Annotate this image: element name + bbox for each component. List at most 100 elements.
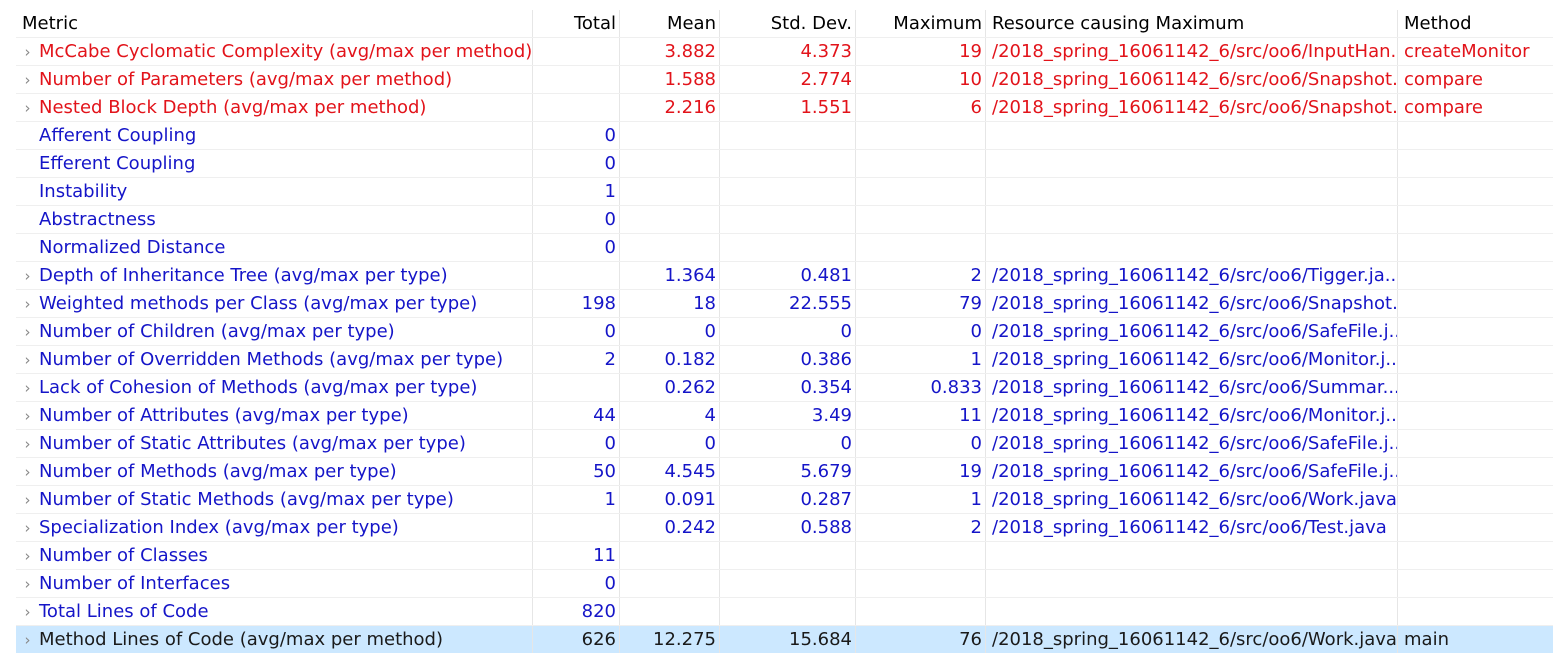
metric-cell: › Specialization Index (avg/max per type) — [16, 514, 533, 541]
metric-name: Method Lines of Code (avg/max per method… — [39, 629, 444, 650]
method-cell — [1398, 514, 1553, 541]
total-cell: 11 — [533, 542, 620, 569]
expand-chevron-icon[interactable]: › — [24, 379, 31, 397]
table-row[interactable]: › Lack of Cohesion of Methods (avg/max pe… — [16, 373, 1553, 401]
column-header-resource[interactable]: Resource causing Maximum — [986, 10, 1398, 37]
std-dev-cell: 0.287 — [720, 486, 856, 513]
mean-cell — [620, 570, 720, 597]
table-row[interactable]: › Number of Static Methods (avg/max per t… — [16, 485, 1553, 513]
maximum-cell — [856, 542, 986, 569]
table-row[interactable]: › Number of Classes 11 — [16, 541, 1553, 569]
expand-chevron-icon[interactable]: › — [24, 631, 31, 649]
resource-cell — [986, 542, 1398, 569]
method-cell — [1398, 290, 1553, 317]
maximum-cell: 76 — [856, 626, 986, 653]
table-row[interactable]: › Number of Interfaces 0 — [16, 569, 1553, 597]
method-cell — [1398, 374, 1553, 401]
method-cell: compare — [1404, 97, 1483, 118]
table-row[interactable]: Efferent Coupling 0 — [16, 149, 1553, 177]
total-cell: 44 — [533, 402, 620, 429]
column-header-method[interactable]: Method — [1404, 13, 1472, 34]
expand-chevron-icon[interactable]: › — [24, 547, 31, 565]
mean-cell: 0 — [620, 430, 720, 457]
total-cell: 0 — [533, 150, 620, 177]
metric-cell: › Number of Methods (avg/max per type) — [16, 458, 533, 485]
expand-chevron-icon[interactable]: › — [24, 575, 31, 593]
method-cell — [1398, 178, 1553, 205]
metric-cell: › Number of Static Methods (avg/max per t… — [16, 486, 533, 513]
mean-cell: 1.364 — [620, 262, 720, 289]
mean-cell: 0 — [620, 318, 720, 345]
column-header-std-dev[interactable]: Std. Dev. — [720, 10, 856, 37]
resource-cell: /2018_spring_16061142_6/src/oo6/InputHan… — [986, 38, 1398, 65]
expand-chevron-icon[interactable]: › — [24, 519, 31, 537]
std-dev-cell: 2.774 — [720, 66, 856, 93]
column-header-mean[interactable]: Mean — [620, 10, 720, 37]
table-row[interactable]: › Number of Static Attributes (avg/max pe… — [16, 429, 1553, 457]
table-row[interactable]: › Number of Parameters (avg/max per metho… — [16, 65, 1553, 93]
expand-chevron-icon[interactable]: › — [24, 491, 31, 509]
expand-chevron-icon[interactable]: › — [24, 435, 31, 453]
expand-chevron-icon[interactable]: › — [24, 71, 31, 89]
maximum-cell: 0.833 — [856, 374, 986, 401]
table-row[interactable]: › Nested Block Depth (avg/max per method)… — [16, 93, 1553, 121]
mean-cell: 12.275 — [620, 626, 720, 653]
expand-chevron-icon[interactable]: › — [24, 603, 31, 621]
expand-chevron-icon[interactable]: › — [24, 407, 31, 425]
table-row[interactable]: › Number of Attributes (avg/max per type)… — [16, 401, 1553, 429]
expand-chevron-icon[interactable]: › — [24, 267, 31, 285]
metric-cell: Abstractness — [16, 206, 533, 233]
std-dev-cell: 0 — [720, 430, 856, 457]
table-row[interactable]: › McCabe Cyclomatic Complexity (avg/max p… — [16, 37, 1553, 65]
maximum-cell: 0 — [856, 318, 986, 345]
mean-cell — [620, 542, 720, 569]
total-cell — [533, 38, 620, 65]
resource-cell: /2018_spring_16061142_6/src/oo6/SafeFile… — [986, 318, 1398, 345]
expand-chevron-icon[interactable]: › — [24, 323, 31, 341]
mean-cell: 0.091 — [620, 486, 720, 513]
metric-cell: › Number of Interfaces — [16, 570, 533, 597]
expand-chevron-icon[interactable]: › — [24, 463, 31, 481]
table-row[interactable]: › Total Lines of Code 820 — [16, 597, 1553, 625]
resource-cell — [986, 598, 1398, 625]
expand-chevron-icon[interactable]: › — [24, 99, 31, 117]
table-row[interactable]: › Weighted methods per Class (avg/max per… — [16, 289, 1553, 317]
expand-chevron-icon[interactable]: › — [24, 351, 31, 369]
metric-cell: › Method Lines of Code (avg/max per metho… — [16, 626, 533, 653]
column-header-total[interactable]: Total — [533, 10, 620, 37]
table-row[interactable]: › Number of Methods (avg/max per type) 50 4… — [16, 457, 1553, 485]
maximum-cell: 6 — [856, 94, 986, 121]
column-header-maximum[interactable]: Maximum — [856, 10, 986, 37]
std-dev-cell: 0 — [720, 318, 856, 345]
expand-chevron-icon[interactable]: › — [24, 295, 31, 313]
metric-name: Total Lines of Code — [39, 601, 209, 622]
method-cell — [1398, 570, 1553, 597]
maximum-cell — [856, 178, 986, 205]
table-row[interactable]: › Method Lines of Code (avg/max per metho… — [16, 625, 1553, 653]
std-dev-cell: 0.354 — [720, 374, 856, 401]
metric-cell: › Number of Classes — [16, 542, 533, 569]
method-cell — [1398, 402, 1553, 429]
metric-cell: › Lack of Cohesion of Methods (avg/max pe… — [16, 374, 533, 401]
metric-name: Abstractness — [39, 209, 156, 230]
table-row[interactable]: Normalized Distance 0 — [16, 233, 1553, 261]
mean-cell — [620, 150, 720, 177]
table-row[interactable]: › Number of Overridden Methods (avg/max p… — [16, 345, 1553, 373]
table-row[interactable]: Abstractness 0 — [16, 205, 1553, 233]
std-dev-cell: 0.481 — [720, 262, 856, 289]
total-cell: 1 — [533, 178, 620, 205]
maximum-cell: 19 — [856, 458, 986, 485]
metrics-table: Metric Total Mean Std. Dev. Maximum Reso… — [16, 10, 1553, 653]
table-row[interactable]: › Number of Children (avg/max per type) 0 0… — [16, 317, 1553, 345]
column-header-metric[interactable]: Metric — [16, 10, 533, 37]
expand-chevron-icon[interactable]: › — [24, 43, 31, 61]
maximum-cell: 11 — [856, 402, 986, 429]
metric-cell: › Total Lines of Code — [16, 598, 533, 625]
mean-cell — [620, 206, 720, 233]
metric-name: Number of Interfaces — [39, 573, 231, 594]
table-row[interactable]: › Depth of Inheritance Tree (avg/max per … — [16, 261, 1553, 289]
table-row[interactable]: › Specialization Index (avg/max per type)… — [16, 513, 1553, 541]
table-row[interactable]: Afferent Coupling 0 — [16, 121, 1553, 149]
resource-cell — [986, 206, 1398, 233]
table-row[interactable]: Instability 1 — [16, 177, 1553, 205]
